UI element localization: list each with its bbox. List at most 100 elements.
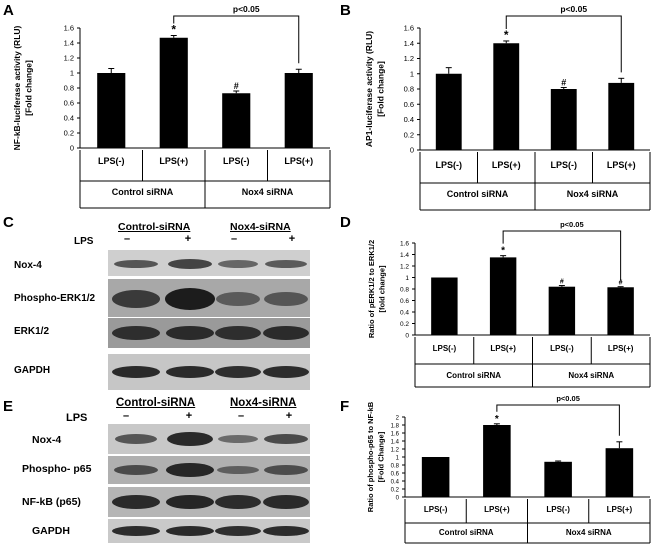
blot-c-sign-2: +	[184, 233, 192, 245]
chart-d-category-label: LPS(+)	[608, 344, 634, 353]
blot-c-sign-1: –	[123, 233, 131, 245]
blot-c-strip-4	[108, 354, 310, 390]
chart-a-ylabel: [Fold change]	[24, 60, 34, 116]
chart-f-category-label: LPS(-)	[424, 505, 448, 514]
chart-a-significance-mark: #	[234, 81, 239, 91]
panel-letter-c: C	[3, 214, 14, 231]
chart-f-significance-bracket	[496, 404, 620, 436]
chart-b: 0 0.2 0.4 0.6 0.8 1 1.2 1.4 1.6 AP1-luciferase ac…	[364, 4, 651, 211]
chart-a-tick-label: 1.4	[64, 39, 74, 48]
chart-a-tick-label: 0	[70, 144, 74, 153]
chart-d-category-label: LPS(-)	[550, 344, 574, 353]
chart-b-category-label: LPS(-)	[436, 160, 463, 170]
chart-d-ylabel: [fold change]	[378, 265, 387, 313]
chart-a-category-label: LPS(+)	[159, 156, 188, 166]
chart-d-category-label: LPS(-)	[433, 344, 457, 353]
panel-letter-f: F	[340, 398, 350, 415]
chart-f-category-label: LPS(-)	[546, 505, 570, 514]
chart-b-significance-bracket	[505, 15, 622, 73]
chart-d-tick-label: 0.4	[400, 310, 409, 317]
chart-f-group-label: Control siRNA	[439, 528, 494, 537]
chart-b-tick-label: 0.8	[404, 85, 414, 94]
chart-f-tick-label: 1	[396, 456, 400, 462]
chart-f-tick-label: 0.4	[391, 480, 400, 486]
chart-a-tick-label: 1.6	[64, 24, 74, 33]
chart-b-significance-mark: *	[504, 28, 509, 42]
blot-e-strip-4	[108, 519, 310, 543]
blot-e-group-nox4: Nox4-siRNA	[230, 397, 297, 409]
chart-f-category-label: LPS(+)	[484, 505, 510, 514]
chart-b-tick-label: 0.2	[404, 130, 414, 139]
chart-d-significance-mark: #	[560, 279, 564, 286]
chart-d-tick-label: 0	[405, 333, 409, 340]
chart-b-tick-label: 0.6	[404, 100, 414, 109]
chart-f-tick-label: 0.6	[391, 472, 400, 478]
chart-b-tick-label: 0	[410, 146, 414, 155]
blot-e-strip-1	[108, 424, 310, 454]
chart-a-category-label: LPS(+)	[284, 156, 313, 166]
chart-b-ylabel: [Fold change]	[376, 61, 386, 117]
panel-letter-a: A	[3, 2, 14, 19]
chart-a-tick-label: 1.2	[64, 54, 74, 63]
chart-d-bar	[607, 287, 634, 335]
blot-e-strip-3	[108, 487, 310, 517]
chart-b-bar	[493, 43, 520, 150]
blot-e-group-control: Control-siRNA	[116, 397, 196, 409]
blot-c-strip-2	[108, 279, 310, 317]
chart-b-p-value-annotation: p<0.05	[560, 4, 587, 14]
chart-a-bar	[159, 37, 188, 148]
chart-f-bar	[421, 457, 450, 497]
chart-a-tick-label: 0.8	[64, 84, 74, 93]
chart-d-bar	[489, 257, 517, 335]
panel-letter-d: D	[340, 214, 351, 231]
chart-a-category-label: LPS(-)	[98, 156, 125, 166]
chart-a-group-label: Nox4 siRNA	[242, 187, 294, 197]
chart-a-bar	[284, 73, 313, 148]
chart-b-category-label: LPS(+)	[607, 160, 636, 170]
chart-b-tick-label: 1.6	[404, 24, 414, 33]
chart-d-tick-label: 0.6	[400, 298, 409, 305]
chart-a: 0 0.2 0.4 0.6 0.8 1 1.2 1.4 1.6 NF-kB-luciferase …	[12, 4, 331, 209]
chart-f-tick-label: 1.6	[391, 432, 400, 438]
blot-e-row-label-1: Nox-4	[32, 434, 62, 446]
chart-f-category-label: LPS(+)	[607, 505, 633, 514]
panel-letter-e: E	[3, 398, 14, 415]
chart-b-bar	[550, 89, 577, 150]
chart-b-category-label: LPS(+)	[492, 160, 521, 170]
chart-d-bar	[548, 286, 576, 335]
blot-e-sign-1: –	[122, 410, 130, 422]
chart-d-group-label: Control siRNA	[446, 371, 501, 380]
blot-e-sign-2: +	[185, 410, 193, 422]
chart-f-tick-label: 0.2	[391, 488, 400, 494]
chart-f-group-label: Nox4 siRNA	[566, 528, 612, 537]
chart-f-tick-label: 0	[396, 496, 400, 502]
chart-d-significance-mark: #	[619, 280, 623, 287]
chart-f-bar	[483, 425, 511, 497]
chart-d-significance-mark: *	[501, 246, 505, 257]
chart-d-significance-bracket	[502, 230, 622, 281]
chart-f-bar	[605, 448, 634, 497]
blot-c-strip-3	[108, 318, 310, 348]
chart-a-group-label: Control siRNA	[112, 187, 174, 197]
chart-b-significance-mark: #	[561, 77, 566, 87]
blot-c-row-label-4: GAPDH	[14, 365, 51, 376]
chart-d-tick-label: 1.4	[400, 252, 409, 259]
blot-e-lps-label: LPS	[66, 412, 88, 424]
chart-b-tick-label: 1.4	[404, 39, 414, 48]
chart-b-ylabel: AP1-luciferase activity (RLU)	[364, 31, 374, 147]
chart-a-tick-label: 0.4	[64, 114, 74, 123]
blot-c-group-control: Control-siRNA	[118, 221, 191, 233]
panel-letter-b: B	[340, 2, 351, 19]
blot-c-row-label-2: Phospho-ERK1/2	[14, 293, 96, 304]
chart-a-bar	[97, 73, 126, 148]
chart-d-ylabel: Ratio of pERK1/2 to ERK1/2	[367, 240, 376, 338]
blot-c-group-nox4: Nox4-siRNA	[230, 221, 291, 233]
chart-f-tick-label: 0.8	[391, 464, 400, 470]
chart-d-tick-label: 1	[405, 275, 409, 282]
chart-b-bar	[608, 82, 635, 150]
blot-e-row-label-2: Phospho- p65	[22, 463, 92, 475]
chart-f-ylabel: [Fold Change]	[377, 431, 386, 482]
chart-d-tick-label: 1.6	[400, 241, 409, 248]
chart-f: 0 0.2 0.4 0.6 0.8 1 1.2 1.4 1.6 1.8 2 Ratio of phos…	[366, 394, 651, 544]
chart-b-bar	[435, 73, 462, 150]
